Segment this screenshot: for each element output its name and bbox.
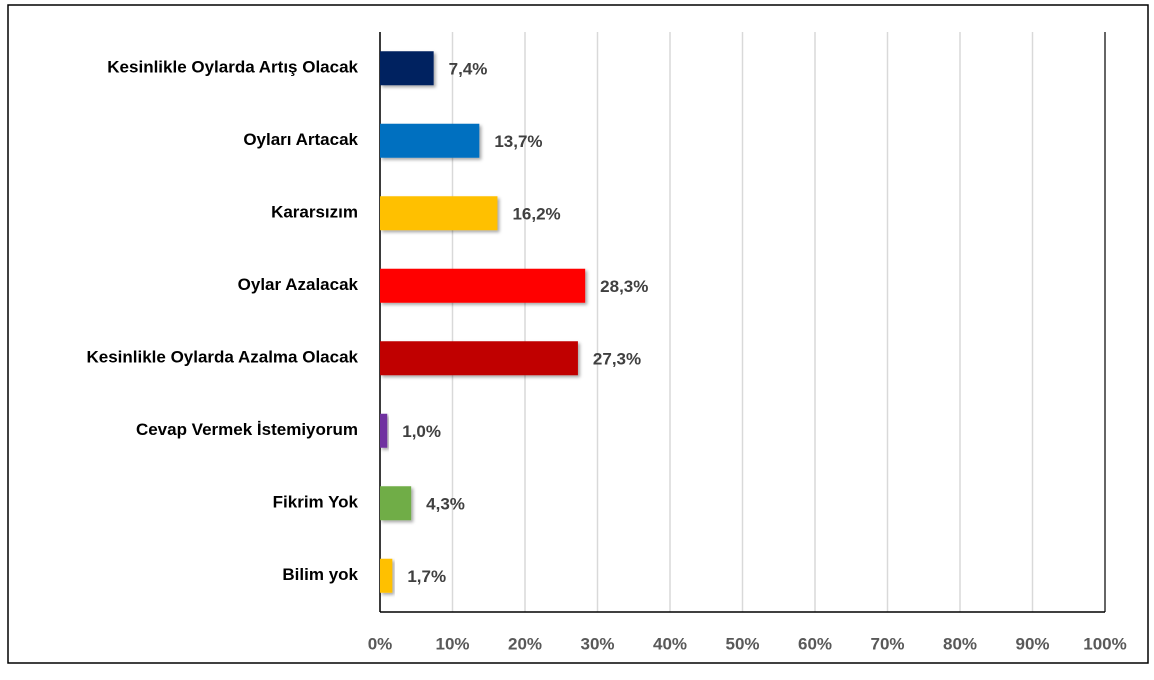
frame <box>7 4 1149 664</box>
value-label: 16,2% <box>512 205 560 224</box>
category-label: Kesinlikle Oylarda Artış Olacak <box>107 58 358 77</box>
value-label: 4,3% <box>426 495 465 514</box>
x-tick-label: 20% <box>508 634 542 653</box>
x-tick-label: 60% <box>798 634 832 653</box>
category-label: Oylar Azalacak <box>238 275 359 294</box>
category-label: Oyları Artacak <box>243 130 358 149</box>
bar <box>380 486 412 521</box>
category-label: Cevap Vermek İstemiyorum <box>136 420 358 439</box>
bar <box>380 268 586 303</box>
bar <box>380 341 578 376</box>
x-tick-label: 0% <box>368 634 393 653</box>
value-label: 13,7% <box>494 132 542 151</box>
category-label: Fikrim Yok <box>273 493 359 512</box>
value-label: 1,0% <box>402 422 441 441</box>
value-label: 28,3% <box>600 277 648 296</box>
x-tick-label: 30% <box>580 634 614 653</box>
x-tick-label: 80% <box>943 634 977 653</box>
category-label: Kararsızım <box>271 203 358 222</box>
value-label: 1,7% <box>407 567 446 586</box>
x-tick-label: 100% <box>1083 634 1126 653</box>
category-label: Bilim yok <box>282 565 358 584</box>
value-label: 7,4% <box>449 60 488 79</box>
x-tick-label: 40% <box>653 634 687 653</box>
x-tick-label: 90% <box>1015 634 1049 653</box>
category-label: Kesinlikle Oylarda Azalma Olacak <box>86 348 358 367</box>
bar <box>380 196 498 231</box>
x-tick-label: 50% <box>725 634 759 653</box>
x-tick-label: 70% <box>870 634 904 653</box>
bar <box>380 558 393 593</box>
bar <box>380 413 388 448</box>
x-tick-label: 10% <box>435 634 469 653</box>
value-label: 27,3% <box>593 350 641 369</box>
bar <box>380 51 434 86</box>
bar <box>380 123 480 158</box>
